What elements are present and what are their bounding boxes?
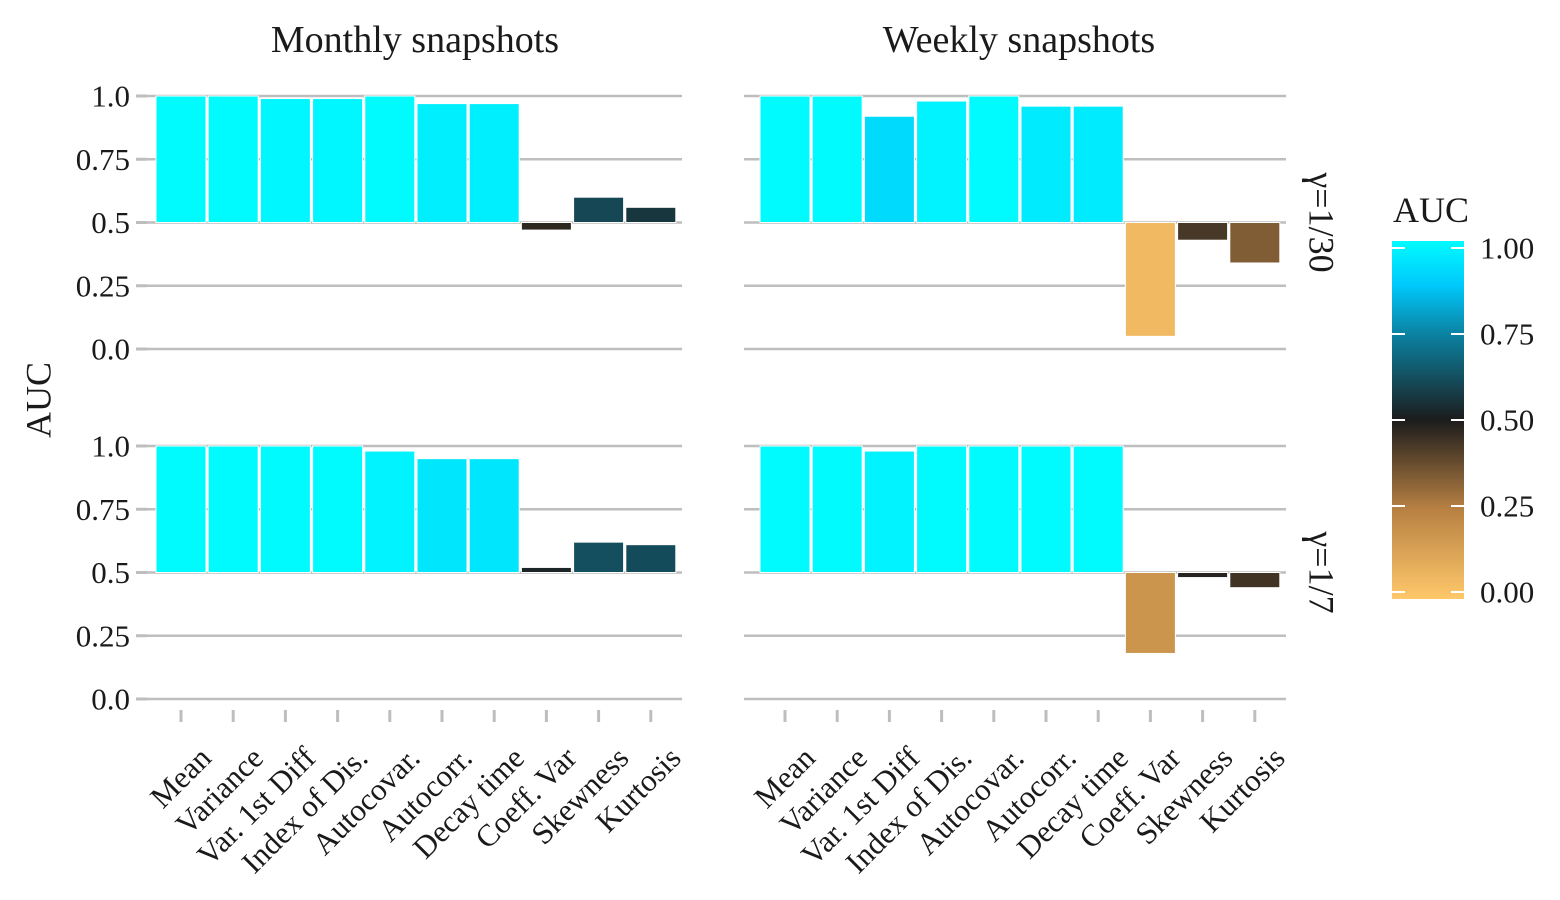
- panel-0: [155, 95, 677, 231]
- bar-mean: [155, 445, 207, 573]
- bar-autocorr-: [1020, 105, 1072, 223]
- bar-kurtosis: [1229, 572, 1281, 589]
- bar-mean: [155, 95, 207, 223]
- bar-coeff-var: [520, 222, 572, 231]
- row-strip-label-1: γ=1/7: [1302, 530, 1342, 613]
- bar-index-of-dis-: [312, 445, 364, 573]
- bar-skewness: [573, 196, 625, 223]
- bar-skewness: [573, 541, 625, 574]
- bar-variance: [811, 445, 863, 573]
- bar-autocovar-: [364, 95, 416, 223]
- bar-kurtosis: [625, 206, 677, 224]
- row-strip-label-0: γ=1/30: [1302, 171, 1342, 272]
- legend-tick-label: 0.75: [1480, 317, 1534, 352]
- bar-autocovar-: [364, 450, 416, 573]
- y-tick-label: 0.25: [76, 618, 130, 653]
- bar-mean: [759, 445, 811, 573]
- bar-autocovar-: [968, 445, 1020, 573]
- legend-title: AUC: [1393, 190, 1469, 230]
- bar-index-of-dis-: [916, 445, 968, 573]
- y-tick-label: 0.5: [91, 205, 130, 240]
- bar-decay-time: [1072, 105, 1124, 223]
- y-tick-label: 0.75: [76, 142, 130, 177]
- legend-tick-label: 1.00: [1480, 231, 1534, 266]
- y-tick-label: 0.75: [76, 492, 130, 527]
- y-tick-label: 1.0: [91, 429, 130, 464]
- panels-layer: [136, 94, 1286, 722]
- bar-decay-time: [468, 103, 520, 223]
- y-tick-label: 1.0: [91, 79, 130, 114]
- y-tick-label: 0.0: [91, 332, 130, 367]
- y-tick-label: 0.5: [91, 555, 130, 590]
- panel-2: [155, 445, 677, 574]
- y-tick-label: 0.0: [91, 682, 130, 717]
- bar-autocorr-: [416, 458, 468, 573]
- bar-autocorr-: [1020, 445, 1072, 573]
- bar-mean: [759, 95, 811, 223]
- panel-1: [759, 95, 1281, 337]
- bar-coeff-var: [1124, 572, 1176, 654]
- bar-autocovar-: [968, 95, 1020, 223]
- bar-variance: [207, 95, 259, 223]
- bar-coeff-var: [1124, 222, 1176, 337]
- bar-index-of-dis-: [916, 100, 968, 223]
- bar-var-1st-diff: [259, 98, 311, 223]
- bar-skewness: [1177, 572, 1229, 579]
- legend: AUC 0.00 0.25 0.50 0.75 1.00: [1392, 190, 1534, 610]
- bar-skewness: [1177, 222, 1229, 241]
- legend-tick-label: 0.50: [1480, 403, 1534, 438]
- bar-var-1st-diff: [863, 115, 915, 223]
- bar-kurtosis: [625, 544, 677, 573]
- column-title-0: Monthly snapshots: [271, 19, 559, 61]
- panel-3: [759, 445, 1281, 654]
- bar-autocorr-: [416, 103, 468, 223]
- bar-kurtosis: [1229, 222, 1281, 264]
- bar-index-of-dis-: [312, 98, 364, 223]
- bar-var-1st-diff: [863, 450, 915, 573]
- y-tick-label: 0.25: [76, 268, 130, 303]
- bar-decay-time: [1072, 445, 1124, 573]
- bar-decay-time: [468, 458, 520, 573]
- legend-tick-label: 0.25: [1480, 489, 1534, 524]
- y-axis-title: AUC: [18, 362, 58, 438]
- bar-variance: [811, 95, 863, 223]
- column-title-1: Weekly snapshots: [883, 19, 1155, 61]
- bar-coeff-var: [520, 566, 572, 574]
- bar-variance: [207, 445, 259, 573]
- legend-tick-label: 0.00: [1480, 575, 1534, 610]
- bar-var-1st-diff: [259, 445, 311, 573]
